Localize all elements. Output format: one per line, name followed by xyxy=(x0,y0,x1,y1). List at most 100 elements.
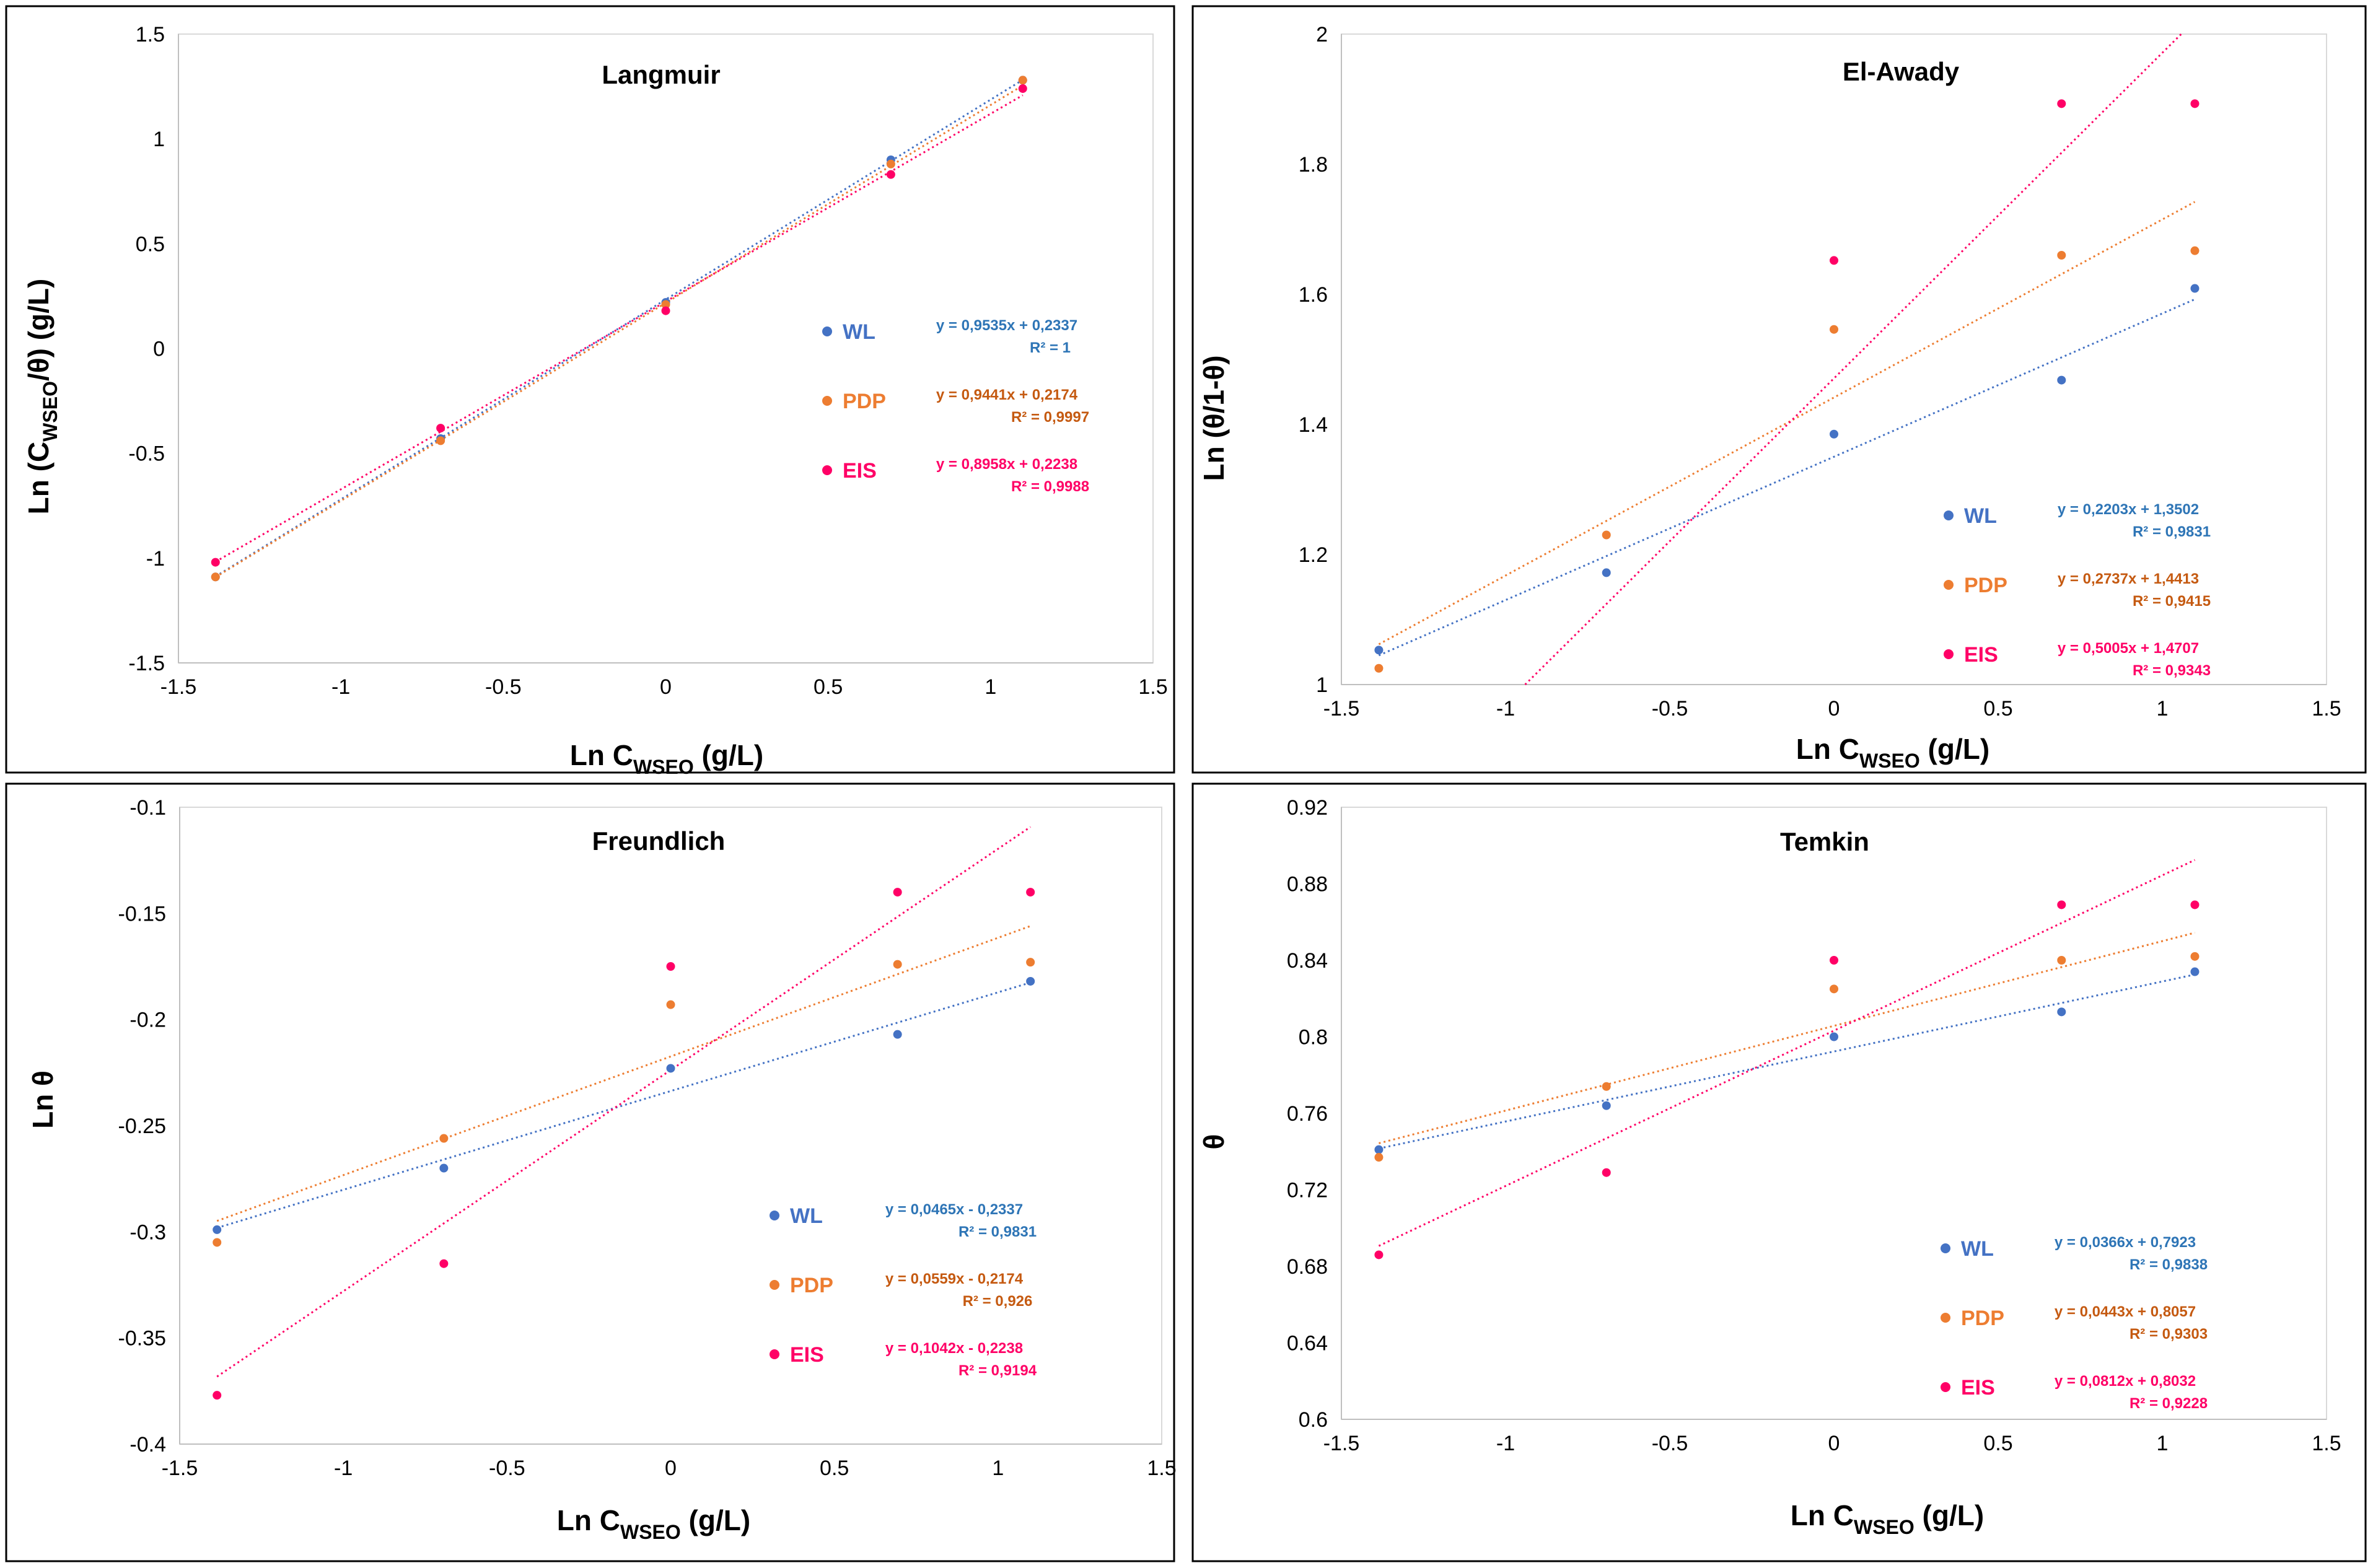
freundlich-point-wl xyxy=(213,1225,222,1234)
el-awady-x-axis-label: Ln CWSEO (g/L) xyxy=(1796,733,1989,772)
temkin-ytick-label: 0.92 xyxy=(1287,796,1328,820)
temkin-r2-wl: R² = 0,9838 xyxy=(2130,1256,2208,1273)
el-awady-point-pdp xyxy=(1374,664,1384,673)
el-awady-point-pdp xyxy=(1602,530,1611,540)
temkin-xtick-label: 0 xyxy=(1828,1432,1840,1455)
temkin-point-pdp xyxy=(1830,984,1838,994)
el-awady-point-eis xyxy=(2057,99,2066,108)
langmuir-r2-pdp: R² = 0,9997 xyxy=(1011,409,1089,426)
el-awady-r2-eis: R² = 0,9343 xyxy=(2133,662,2211,679)
langmuir-ytick-label: -1 xyxy=(146,547,165,571)
freundlich-equation-pdp: y = 0,0559x - 0,2174 xyxy=(885,1271,1024,1287)
el-awady-legend-label-wl: WL xyxy=(1964,504,1997,528)
temkin-frame xyxy=(1191,782,2367,1562)
temkin-xtick-label: -0.5 xyxy=(1652,1432,1688,1455)
el-awady-trendline-eis xyxy=(1524,33,2182,686)
langmuir-equation-pdp: y = 0,9441x + 0,2174 xyxy=(936,387,1078,403)
freundlich-point-pdp xyxy=(439,1134,449,1143)
freundlich-x-axis-label: Ln CWSEO (g/L) xyxy=(557,1504,750,1543)
langmuir-point-pdp xyxy=(886,159,895,169)
temkin-point-wl xyxy=(1830,1032,1838,1041)
langmuir-point-eis xyxy=(886,170,895,179)
langmuir-trendline-eis xyxy=(215,94,1024,563)
langmuir-legend-marker-eis xyxy=(822,465,832,475)
langmuir-legend-marker-pdp xyxy=(822,396,832,406)
freundlich-legend-marker-wl xyxy=(770,1211,779,1220)
freundlich-r2-eis: R² = 0,9194 xyxy=(958,1362,1037,1379)
temkin-point-pdp xyxy=(1374,1153,1384,1162)
freundlich-ytick-label: -0.2 xyxy=(129,1009,166,1032)
freundlich-point-eis xyxy=(439,1259,449,1268)
freundlich-point-eis xyxy=(1026,888,1035,897)
freundlich-frame xyxy=(5,782,1175,1562)
temkin-point-eis xyxy=(2057,900,2066,909)
freundlich-point-wl xyxy=(666,1064,675,1073)
el-awady-point-wl xyxy=(1374,646,1384,655)
langmuir-x-axis-label: Ln CWSEO (g/L) xyxy=(570,739,763,778)
temkin-ytick-label: 0.72 xyxy=(1287,1179,1328,1202)
langmuir-title: Langmuir xyxy=(602,60,720,89)
langmuir-point-eis xyxy=(1018,84,1027,93)
temkin-point-pdp xyxy=(2190,952,2200,961)
freundlich-legend-label-pdp: PDP xyxy=(790,1274,833,1297)
freundlich-xtick-label: 1.5 xyxy=(1147,1456,1176,1480)
temkin-point-eis xyxy=(1374,1250,1384,1259)
langmuir-ytick-label: 0 xyxy=(153,338,165,361)
freundlich-point-eis xyxy=(666,962,675,971)
el-awady-point-wl xyxy=(2057,375,2066,385)
freundlich-point-pdp xyxy=(893,960,902,969)
langmuir-ytick-label: 0.5 xyxy=(136,232,165,256)
el-awady-panel: 1 1.2 1.4 1.6 1.8 2 -1.5 -1 -0.5 0 0.5 1 1.5 El-Awady… xyxy=(1191,5,2367,774)
langmuir-legend-label-wl: WL xyxy=(843,320,875,344)
temkin-title: Temkin xyxy=(1780,827,1869,856)
el-awady-point-pdp xyxy=(1830,325,1838,334)
temkin-legend-marker-wl xyxy=(1941,1243,1950,1253)
freundlich-equation-eis: y = 0,1042x - 0,2238 xyxy=(885,1340,1023,1357)
freundlich-ytick-label: -0.25 xyxy=(118,1115,167,1138)
temkin-point-pdp xyxy=(1602,1082,1611,1091)
temkin-trendline-pdp xyxy=(1379,932,2195,1144)
freundlich-xtick-label: 0 xyxy=(665,1456,677,1480)
el-awady-xtick-label: -1 xyxy=(1496,697,1515,720)
temkin-xtick-label: 0.5 xyxy=(1983,1432,2012,1455)
el-awady-y-axis-label: Ln (θ/1-θ) xyxy=(1198,355,1230,481)
freundlich-xtick-label: -0.5 xyxy=(489,1456,525,1480)
el-awady-title: El-Awady xyxy=(1843,57,1960,86)
el-awady-xtick-label: 1.5 xyxy=(2312,697,2341,720)
temkin-xtick-label: -1 xyxy=(1496,1432,1515,1455)
freundlich-point-pdp xyxy=(666,1000,675,1009)
temkin-equation-pdp: y = 0,0443x + 0,8057 xyxy=(2055,1303,2196,1320)
langmuir-y-axis-label: Ln (CWSEO/θ) (g/L) xyxy=(22,279,61,515)
langmuir-legend-label-pdp: PDP xyxy=(843,390,886,413)
el-awady-ytick-label: 2 xyxy=(1316,23,1328,46)
langmuir-xtick-label: 1 xyxy=(985,675,996,699)
temkin-trendline-eis xyxy=(1378,859,2196,1247)
freundlich-xtick-label: -1 xyxy=(334,1456,353,1480)
freundlich-ytick-label: -0.4 xyxy=(129,1433,166,1456)
temkin-point-wl xyxy=(2057,1007,2066,1017)
el-awady-ytick-label: 1.2 xyxy=(1299,543,1328,567)
el-awady-point-pdp xyxy=(2057,251,2066,260)
freundlich-title: Freundlich xyxy=(592,826,726,856)
langmuir-ytick-label: 1 xyxy=(153,128,165,151)
freundlich-xtick-label: -1.5 xyxy=(162,1456,198,1480)
freundlich-equation-wl: y = 0,0465x - 0,2337 xyxy=(885,1201,1023,1218)
langmuir-ytick-label: -1.5 xyxy=(128,652,165,675)
el-awady-legend-label-eis: EIS xyxy=(1964,643,1998,667)
freundlich-r2-wl: R² = 0,9831 xyxy=(958,1224,1037,1240)
freundlich-trendline-pdp xyxy=(216,925,1031,1222)
el-awady-equation-eis: y = 0,5005x + 1,4707 xyxy=(2058,640,2199,657)
temkin-ytick-label: 0.88 xyxy=(1287,873,1328,896)
langmuir-point-eis xyxy=(436,424,445,433)
temkin-r2-eis: R² = 0,9228 xyxy=(2130,1395,2208,1412)
el-awady-legend-marker-wl xyxy=(1944,510,1954,520)
langmuir-frame xyxy=(5,5,1175,774)
langmuir-equation-eis: y = 0,8958x + 0,2238 xyxy=(936,456,1077,473)
freundlich-ytick-label: -0.1 xyxy=(129,796,166,820)
el-awady-r2-pdp: R² = 0,9415 xyxy=(2133,593,2211,610)
temkin-trendline-wl xyxy=(1379,973,2195,1150)
langmuir-xtick-label: -0.5 xyxy=(485,675,522,699)
langmuir-point-eis xyxy=(661,306,670,315)
temkin-legend-label-pdp: PDP xyxy=(1961,1307,2004,1330)
temkin-ytick-label: 0.76 xyxy=(1287,1102,1328,1126)
